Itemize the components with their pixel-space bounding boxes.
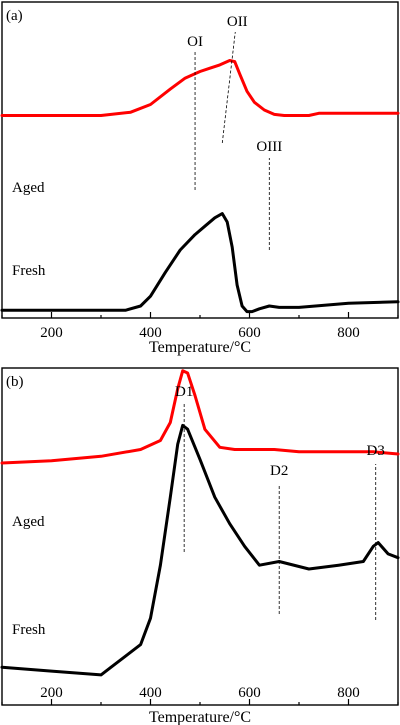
x-tick-label: 800: [337, 685, 360, 701]
peak-label-d3: D3: [367, 443, 385, 459]
x-tick-label: 200: [40, 325, 63, 341]
panel-label-2: (b): [6, 374, 24, 390]
peak-label-oii: OII: [227, 14, 248, 30]
series-label-aged: Aged: [12, 514, 45, 530]
curve-fresh-2: [0, 423, 400, 677]
x-tick-label: 600: [238, 685, 261, 701]
peak-label-d1: D1: [175, 384, 193, 400]
x-tick-label: 200: [40, 685, 63, 701]
panel-label-1: (a): [6, 8, 23, 24]
curve-aged-1: [0, 59, 400, 117]
peak-label-oi: OI: [187, 34, 203, 50]
x-tick-label: 400: [139, 685, 162, 701]
peak-label-d2: D2: [270, 463, 288, 479]
x-tick-label: 400: [139, 325, 162, 341]
x-tick-label: 800: [337, 325, 360, 341]
series-label-aged: Aged: [12, 180, 45, 196]
curve-aged-2: [0, 369, 400, 465]
x-axis-label-1: Temperature/°C: [149, 339, 251, 356]
series-label-fresh: Fresh: [12, 263, 46, 279]
plot-frame-2: [1, 367, 399, 706]
series-label-fresh: Fresh: [12, 622, 46, 638]
peak-label-oiii: OIII: [256, 139, 282, 155]
curve-fresh-1: [0, 212, 400, 314]
peak-marker-oii: [221, 31, 236, 144]
x-axis-label-2: Temperature/°C: [149, 709, 251, 725]
x-tick-label: 600: [238, 325, 261, 341]
